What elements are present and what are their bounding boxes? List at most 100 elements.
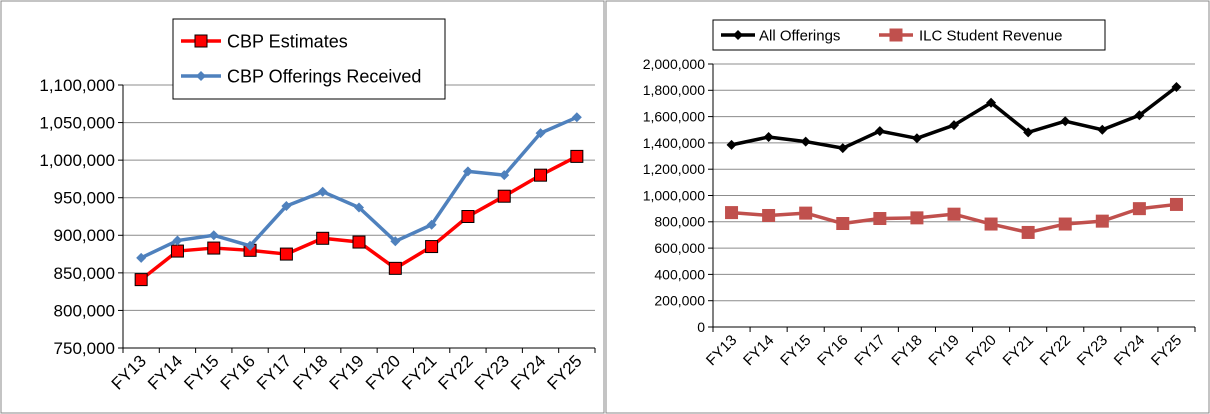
legend-label: CBP Offerings Received (227, 66, 421, 86)
data-point (207, 241, 221, 255)
right-chart: 0 200,000 400,000 600,000 800,000 1,000,000 1,… (605, 0, 1210, 414)
y-tick-label: 1,800,000 (643, 82, 705, 98)
x-tick-label: FY19 (925, 332, 962, 369)
x-tick-label: FY13 (703, 332, 740, 369)
x-tick-label: FY24 (1111, 332, 1148, 369)
legend-label: ILC Student Revenue (919, 27, 1062, 44)
x-tick-label: FY25 (544, 351, 586, 393)
x-tick-label: FY21 (398, 351, 440, 393)
legend-marker (196, 71, 206, 81)
data-point (1169, 197, 1183, 211)
data-point (170, 244, 184, 258)
data-point (1060, 116, 1071, 127)
data-point (911, 133, 922, 144)
data-point (874, 126, 885, 137)
data-point (1171, 82, 1182, 93)
data-point (762, 208, 776, 222)
x-tick-label: FY18 (289, 351, 331, 393)
x-tick-label: FY19 (326, 351, 368, 393)
data-point (986, 97, 997, 108)
data-point (799, 206, 813, 220)
data-point (1132, 202, 1146, 216)
x-tick-label: FY22 (1037, 332, 1074, 369)
x-tick-label: FY17 (253, 351, 295, 393)
data-point (352, 235, 366, 249)
data-point (800, 136, 811, 147)
x-tick-label: FY21 (1000, 332, 1037, 369)
y-tick-label: 2,000,000 (643, 56, 705, 72)
data-point (425, 240, 439, 254)
y-tick-label: 750,000 (54, 339, 115, 358)
data-point (461, 210, 475, 223)
data-point (388, 261, 402, 275)
data-point (949, 120, 959, 131)
data-point (534, 168, 548, 182)
y-tick-label: 1,100,000 (39, 76, 115, 95)
data-point (136, 252, 147, 263)
y-tick-label: 800,000 (654, 214, 705, 230)
data-point (281, 200, 292, 211)
y-tick-label: 950,000 (54, 189, 115, 208)
legend-label: CBP Estimates (227, 31, 348, 51)
data-point (910, 211, 924, 225)
data-point (873, 212, 887, 226)
y-tick-label: 800,000 (54, 301, 115, 320)
x-tick-label: FY25 (1148, 332, 1185, 369)
data-point (279, 247, 293, 261)
y-tick-label: 400,000 (654, 266, 705, 282)
legend-marker (889, 28, 903, 42)
x-tick-label: FY20 (362, 351, 404, 393)
x-tick-label: FY15 (180, 351, 222, 393)
left-chart: 750,000 800,000 850,000 900,000 950,000 1,000… (0, 0, 605, 414)
y-tick-label: 850,000 (54, 264, 115, 283)
x-tick-label: FY22 (435, 351, 477, 393)
y-tick-label: 1,400,000 (643, 135, 705, 151)
data-point (1095, 214, 1109, 228)
x-tick-label: FY23 (1074, 332, 1111, 369)
x-tick-label: FY16 (217, 351, 259, 393)
data-point (1023, 127, 1034, 138)
left-chart-panel: 750,000 800,000 850,000 900,000 950,000 1,000… (0, 0, 605, 414)
y-tick-label: 200,000 (654, 293, 705, 309)
legend-label: All Offerings (759, 27, 840, 44)
data-point (947, 207, 961, 221)
series-line (731, 85, 1178, 150)
x-tick-label: FY18 (888, 332, 925, 369)
data-point (1021, 225, 1035, 239)
data-point (726, 139, 737, 150)
data-point (497, 189, 511, 203)
x-tick-label: FY24 (507, 351, 549, 393)
legend-marker (733, 30, 743, 40)
data-point (316, 231, 330, 245)
y-tick-label: 1,050,000 (39, 114, 115, 133)
data-point (1134, 110, 1145, 121)
x-tick-label: FY15 (777, 332, 814, 369)
y-tick-label: 1,200,000 (643, 161, 705, 177)
y-tick-label: 900,000 (54, 226, 115, 245)
y-tick-label: 1,000,000 (39, 151, 115, 170)
series-line (140, 154, 578, 281)
data-point (208, 230, 219, 241)
y-tick-label: 1,000,000 (643, 187, 705, 203)
data-point (134, 273, 148, 287)
x-tick-label: FY14 (144, 351, 186, 393)
data-point (763, 131, 774, 142)
y-tick-label: 0 (697, 319, 705, 335)
data-point (354, 202, 364, 213)
data-point (837, 143, 848, 154)
x-tick-label: FY20 (963, 332, 1000, 369)
data-point (245, 240, 256, 251)
data-point (725, 206, 739, 220)
chart-frame (0, 0, 605, 414)
data-point (984, 217, 998, 231)
legend-box (172, 18, 446, 100)
data-point (836, 217, 850, 231)
data-point (571, 112, 582, 123)
chart-frame (605, 0, 1210, 414)
right-chart-panel: 0 200,000 400,000 600,000 800,000 1,000,000 1,… (605, 0, 1210, 414)
x-tick-label: FY16 (814, 332, 851, 369)
data-point (535, 128, 546, 139)
data-point (172, 235, 183, 246)
x-tick-label: FY23 (471, 351, 513, 393)
data-point (499, 170, 510, 181)
